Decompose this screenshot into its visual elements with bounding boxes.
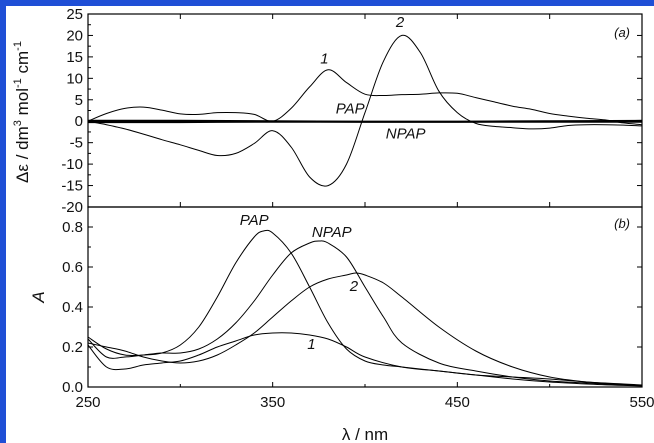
panel-a-frame	[87, 13, 643, 208]
panel-a-ytick-label: 20	[66, 27, 83, 44]
panel-b-xtick-label: 550	[629, 394, 654, 411]
panel-b-frame	[87, 206, 643, 388]
panel-a-curve-label: 1	[320, 50, 328, 67]
panel-b-xtick-label: 450	[445, 394, 470, 411]
panel-b-curve-label: 2	[349, 278, 359, 295]
panel-a-ytick-label: -20	[61, 199, 83, 216]
accent-bar-left	[0, 0, 6, 443]
panel-a-ytick-label: 15	[66, 49, 83, 66]
panel-b-curve-label: 1	[307, 336, 315, 353]
panel-a-curves	[87, 34, 643, 187]
panel-b-tag: (b)	[614, 216, 630, 231]
panel-b-xtick-label: 250	[75, 394, 100, 411]
panel-b-series-npap	[87, 240, 643, 386]
x-axis-title: λ / nm	[342, 425, 388, 443]
panel-b-ytick-label: 0.2	[62, 339, 83, 356]
panel-a-series-npap	[87, 119, 643, 123]
panel-b-ylabel: A	[29, 291, 48, 303]
panel-a-ytick-label: 10	[66, 70, 83, 87]
panel-b-curve-label: PAP	[240, 212, 269, 229]
panel-b-series-1	[87, 332, 643, 387]
panel-b-ytick-label: 0.4	[62, 299, 83, 316]
panel-a-curve-label: PAP	[336, 101, 365, 118]
panel-b-series-2	[87, 272, 643, 386]
panel-b-ticks: 0.0 0.2 0.4 0.6 0.8 250 350 450 550	[62, 219, 654, 411]
panel-a-ytick-label: 25	[66, 6, 83, 23]
panel-b-ytick-label: 0.6	[62, 259, 83, 276]
panel-a-series-1	[87, 69, 643, 126]
panel-a-ytick-label: 5	[75, 92, 83, 109]
panel-a-ylabel: Δε / dm3 mol-1 cm-1	[12, 41, 32, 183]
panel-a-series-2	[87, 34, 643, 187]
panel-a-curve-label: 2	[395, 14, 405, 31]
panel-b-ytick-label: 0.0	[62, 379, 83, 396]
panel-a-curve-label: NPAP	[386, 125, 426, 142]
panel-a-ytick-label: -5	[70, 135, 83, 152]
panel-a-ticks: -20 -15 -10 -5 0 5 10 15 20 25	[61, 6, 643, 216]
panel-a-ytick-label: -15	[61, 178, 83, 195]
panel-b-ytick-label: 0.8	[62, 219, 83, 236]
panel-b-curves	[87, 229, 643, 387]
panel-b-curve-label: NPAP	[312, 224, 352, 241]
panel-a-tag: (a)	[614, 25, 630, 40]
panel-a-ytick-label: 0	[75, 113, 83, 130]
curve-labels: 1 2 PAP NPAP PAP NPAP 2 1	[240, 14, 426, 353]
accent-bar-top	[0, 0, 654, 6]
panel-a-ytick-label: -10	[61, 156, 83, 173]
panel-b-xtick-label: 350	[260, 394, 285, 411]
